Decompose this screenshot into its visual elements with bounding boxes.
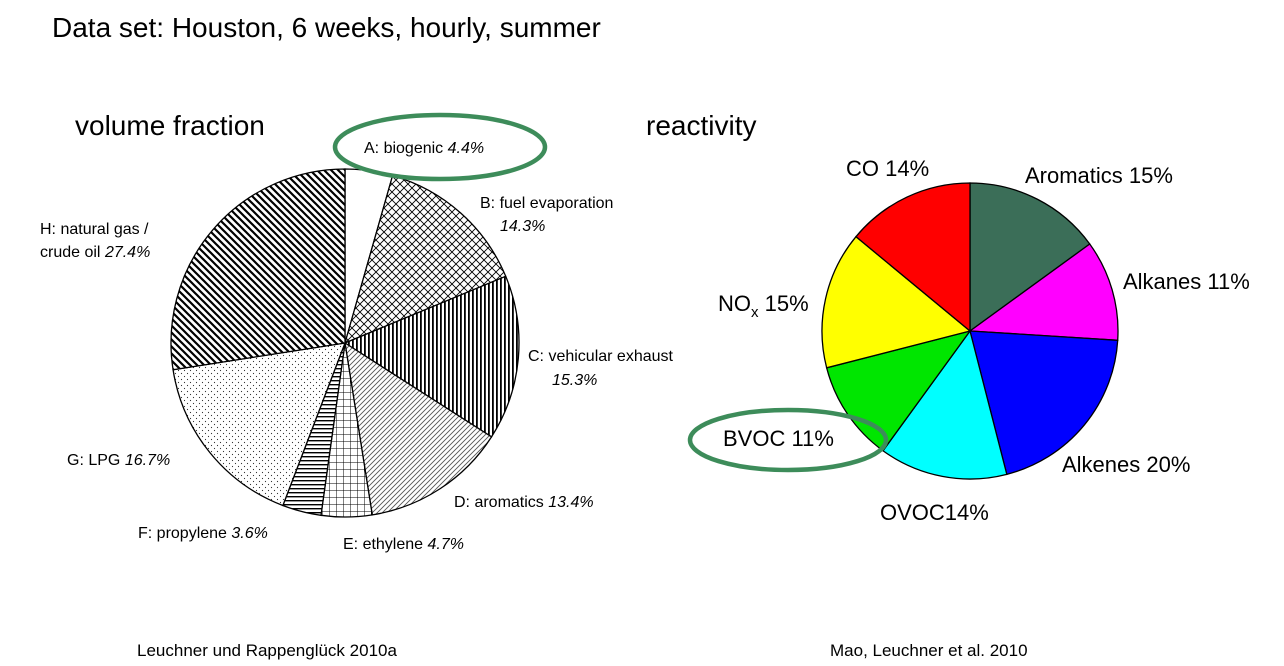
label-biogenic: A: biogenic 4.4% [364,140,484,157]
reactivity-slice-nox [821,235,972,369]
volume-slice-g-lpg [172,342,347,507]
volume-slice-c-vehicular-exhaust [343,275,520,438]
volume-slice-d-aromatics [344,341,493,516]
label-ovoc: OVOC14% [880,500,989,525]
label-bvoc: BVOC 11% [723,426,834,451]
reactivity-title: reactivity [646,110,757,141]
label-nox: NOx 15% [718,291,809,321]
label-natural-gas-line1: H: natural gas / [40,221,149,238]
label-vehicular-exhaust: C: vehicular exhaust [528,348,674,365]
label-natural-gas-line2: crude oil 27.4% [40,244,150,261]
value-vehicular-exhaust: 15.3% [552,372,597,389]
label-ethylene: E: ethylene 4.7% [343,536,464,553]
source-left: Leuchner und Rappenglück 2010a [137,641,397,660]
volume-fraction-pie [170,168,520,518]
highlight-bvoc [687,407,889,473]
label-fuel-evaporation: B: fuel evaporation [480,195,613,212]
label-alkanes: Alkanes 11% [1123,269,1250,294]
label-co: CO 14% [846,156,929,181]
label-aromatics-r: Aromatics 15% [1025,163,1173,188]
label-lpg: G: LPG 16.7% [67,452,170,469]
label-aromatics: D: aromatics 13.4% [454,494,594,511]
reactivity-slice-aromatics [969,182,1091,333]
label-alkenes: Alkenes 20% [1062,452,1190,477]
volume-slice-h-natural-gas-crude-oil [170,168,346,371]
reactivity-slice-ovoc [882,329,1008,480]
highlight-biogenic [332,112,548,182]
reactivity-slice-co [855,182,971,333]
page-title: Data set: Houston, 6 weeks, hourly, summ… [52,12,601,43]
reactivity-slice-alkenes [969,330,1119,476]
volume-fraction-title: volume fraction [75,110,265,141]
reactivity-slice-alkanes [968,243,1119,341]
source-right: Mao, Leuchner et al. 2010 [830,641,1028,660]
value-fuel-evaporation: 14.3% [500,218,545,235]
reactivity-pie [821,182,1119,480]
label-propylene: F: propylene 3.6% [138,525,268,542]
